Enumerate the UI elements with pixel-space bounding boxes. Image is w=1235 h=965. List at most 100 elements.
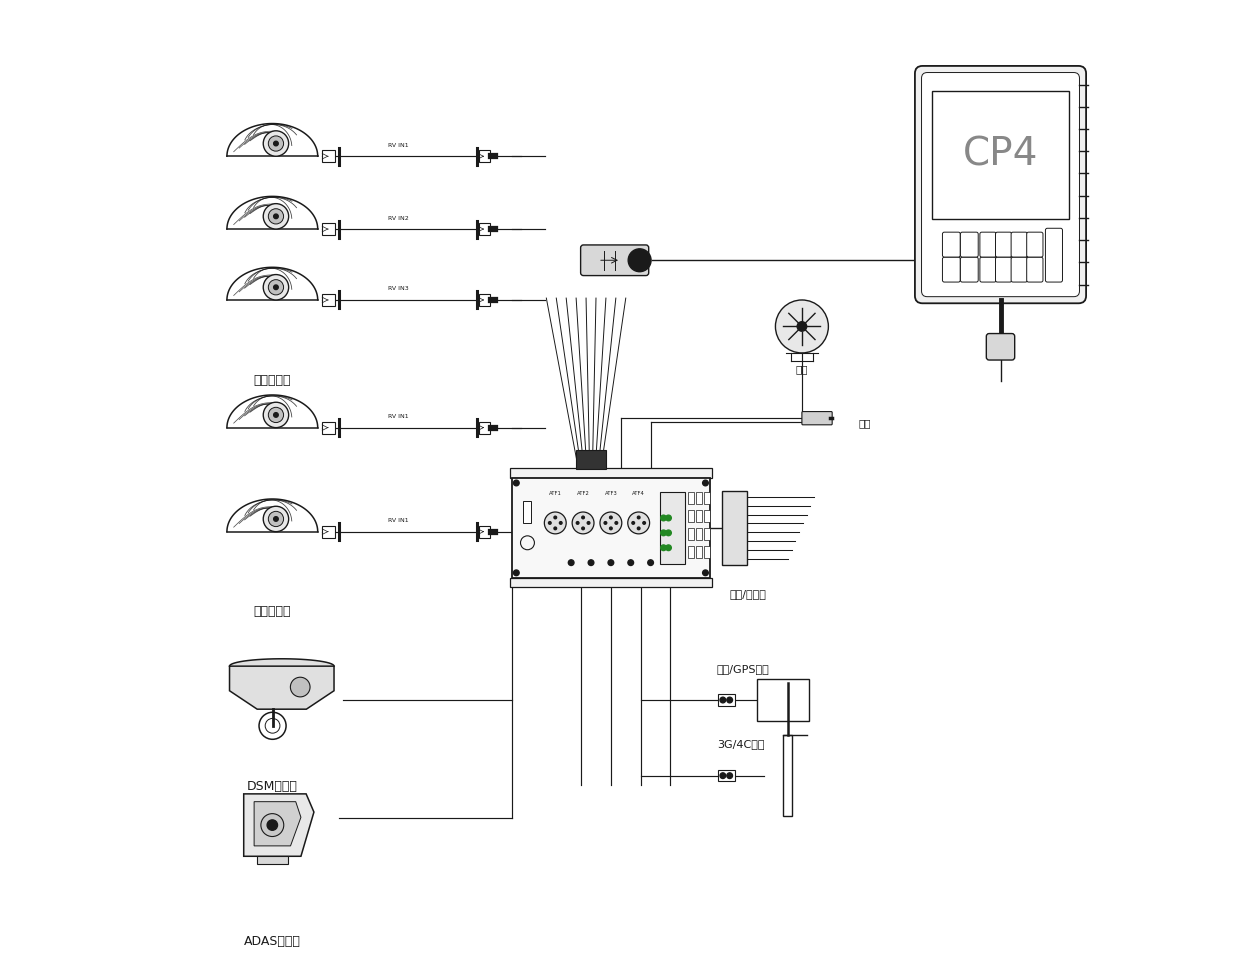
- Circle shape: [643, 522, 646, 524]
- Text: ATF2: ATF2: [577, 490, 589, 496]
- FancyBboxPatch shape: [961, 233, 978, 257]
- Circle shape: [274, 516, 278, 521]
- Circle shape: [608, 560, 614, 565]
- Text: CP4: CP4: [963, 136, 1039, 174]
- Circle shape: [629, 249, 651, 272]
- Circle shape: [632, 522, 635, 524]
- Text: 车牛/GPS天线: 车牛/GPS天线: [716, 664, 769, 674]
- FancyBboxPatch shape: [322, 293, 335, 306]
- Circle shape: [514, 570, 519, 576]
- FancyBboxPatch shape: [1026, 233, 1044, 257]
- FancyBboxPatch shape: [510, 577, 713, 588]
- Circle shape: [666, 515, 672, 521]
- Text: RV IN1: RV IN1: [388, 414, 409, 419]
- Circle shape: [582, 516, 584, 519]
- FancyBboxPatch shape: [688, 546, 694, 558]
- FancyBboxPatch shape: [479, 223, 490, 235]
- FancyBboxPatch shape: [659, 492, 685, 564]
- Text: ATF4: ATF4: [632, 490, 645, 496]
- Circle shape: [610, 527, 613, 530]
- FancyBboxPatch shape: [704, 546, 710, 558]
- Circle shape: [572, 512, 594, 534]
- FancyBboxPatch shape: [783, 735, 793, 815]
- FancyBboxPatch shape: [322, 526, 335, 538]
- Circle shape: [582, 527, 584, 530]
- FancyBboxPatch shape: [718, 770, 735, 782]
- Text: ADAS摄像机: ADAS摄像机: [243, 934, 301, 948]
- Circle shape: [268, 511, 284, 527]
- Circle shape: [568, 560, 574, 565]
- Circle shape: [577, 522, 579, 524]
- FancyBboxPatch shape: [479, 526, 490, 538]
- Circle shape: [703, 570, 709, 576]
- Polygon shape: [227, 267, 317, 300]
- Circle shape: [600, 512, 621, 534]
- FancyBboxPatch shape: [524, 501, 531, 523]
- FancyBboxPatch shape: [688, 510, 694, 522]
- Circle shape: [648, 560, 653, 565]
- Circle shape: [274, 413, 278, 417]
- Circle shape: [268, 136, 284, 152]
- Text: ATF3: ATF3: [604, 490, 618, 496]
- FancyBboxPatch shape: [961, 257, 978, 282]
- Circle shape: [703, 481, 709, 485]
- Polygon shape: [230, 666, 333, 709]
- Circle shape: [274, 285, 278, 290]
- FancyBboxPatch shape: [576, 451, 606, 469]
- Text: IPC: IPC: [262, 502, 283, 514]
- Circle shape: [627, 512, 650, 534]
- Text: 3G/4C天线: 3G/4C天线: [716, 739, 764, 749]
- Polygon shape: [227, 196, 317, 229]
- FancyBboxPatch shape: [1011, 257, 1028, 282]
- Circle shape: [263, 402, 289, 427]
- Circle shape: [267, 820, 278, 830]
- FancyBboxPatch shape: [704, 510, 710, 522]
- Circle shape: [627, 560, 634, 565]
- FancyBboxPatch shape: [479, 151, 490, 162]
- Text: RV IN1: RV IN1: [388, 518, 409, 523]
- Circle shape: [797, 321, 806, 331]
- Circle shape: [776, 300, 829, 353]
- FancyBboxPatch shape: [510, 468, 713, 479]
- FancyBboxPatch shape: [479, 293, 490, 306]
- Circle shape: [610, 516, 613, 519]
- Text: 模拟摄像机: 模拟摄像机: [253, 373, 291, 387]
- FancyBboxPatch shape: [697, 510, 703, 522]
- FancyBboxPatch shape: [1046, 229, 1062, 282]
- FancyBboxPatch shape: [688, 492, 694, 504]
- FancyBboxPatch shape: [1026, 257, 1044, 282]
- Circle shape: [514, 481, 519, 485]
- FancyBboxPatch shape: [921, 72, 1079, 296]
- FancyBboxPatch shape: [995, 233, 1011, 257]
- FancyBboxPatch shape: [932, 91, 1068, 218]
- Circle shape: [268, 407, 284, 423]
- Text: ATF1: ATF1: [548, 490, 562, 496]
- FancyBboxPatch shape: [915, 66, 1086, 303]
- FancyBboxPatch shape: [942, 257, 961, 282]
- FancyBboxPatch shape: [1011, 233, 1028, 257]
- Polygon shape: [227, 395, 317, 427]
- FancyBboxPatch shape: [722, 490, 747, 565]
- Text: 电源/报警线: 电源/报警线: [729, 590, 766, 599]
- Circle shape: [661, 515, 667, 521]
- Circle shape: [661, 530, 667, 536]
- Text: DSM摄像机: DSM摄像机: [247, 781, 298, 793]
- FancyBboxPatch shape: [688, 528, 694, 539]
- FancyBboxPatch shape: [995, 257, 1011, 282]
- Circle shape: [274, 214, 278, 219]
- Circle shape: [559, 522, 562, 524]
- Text: 喘叭: 喘叭: [795, 365, 808, 374]
- Circle shape: [268, 208, 284, 224]
- Text: RV IN1: RV IN1: [388, 143, 409, 148]
- Circle shape: [666, 545, 672, 551]
- Polygon shape: [254, 802, 301, 846]
- FancyBboxPatch shape: [580, 245, 648, 276]
- FancyBboxPatch shape: [942, 233, 961, 257]
- Circle shape: [274, 141, 278, 146]
- Circle shape: [666, 530, 672, 536]
- Circle shape: [661, 545, 667, 551]
- Circle shape: [720, 773, 726, 779]
- Circle shape: [587, 522, 590, 524]
- Circle shape: [261, 813, 284, 837]
- Text: RV IN2: RV IN2: [388, 215, 409, 221]
